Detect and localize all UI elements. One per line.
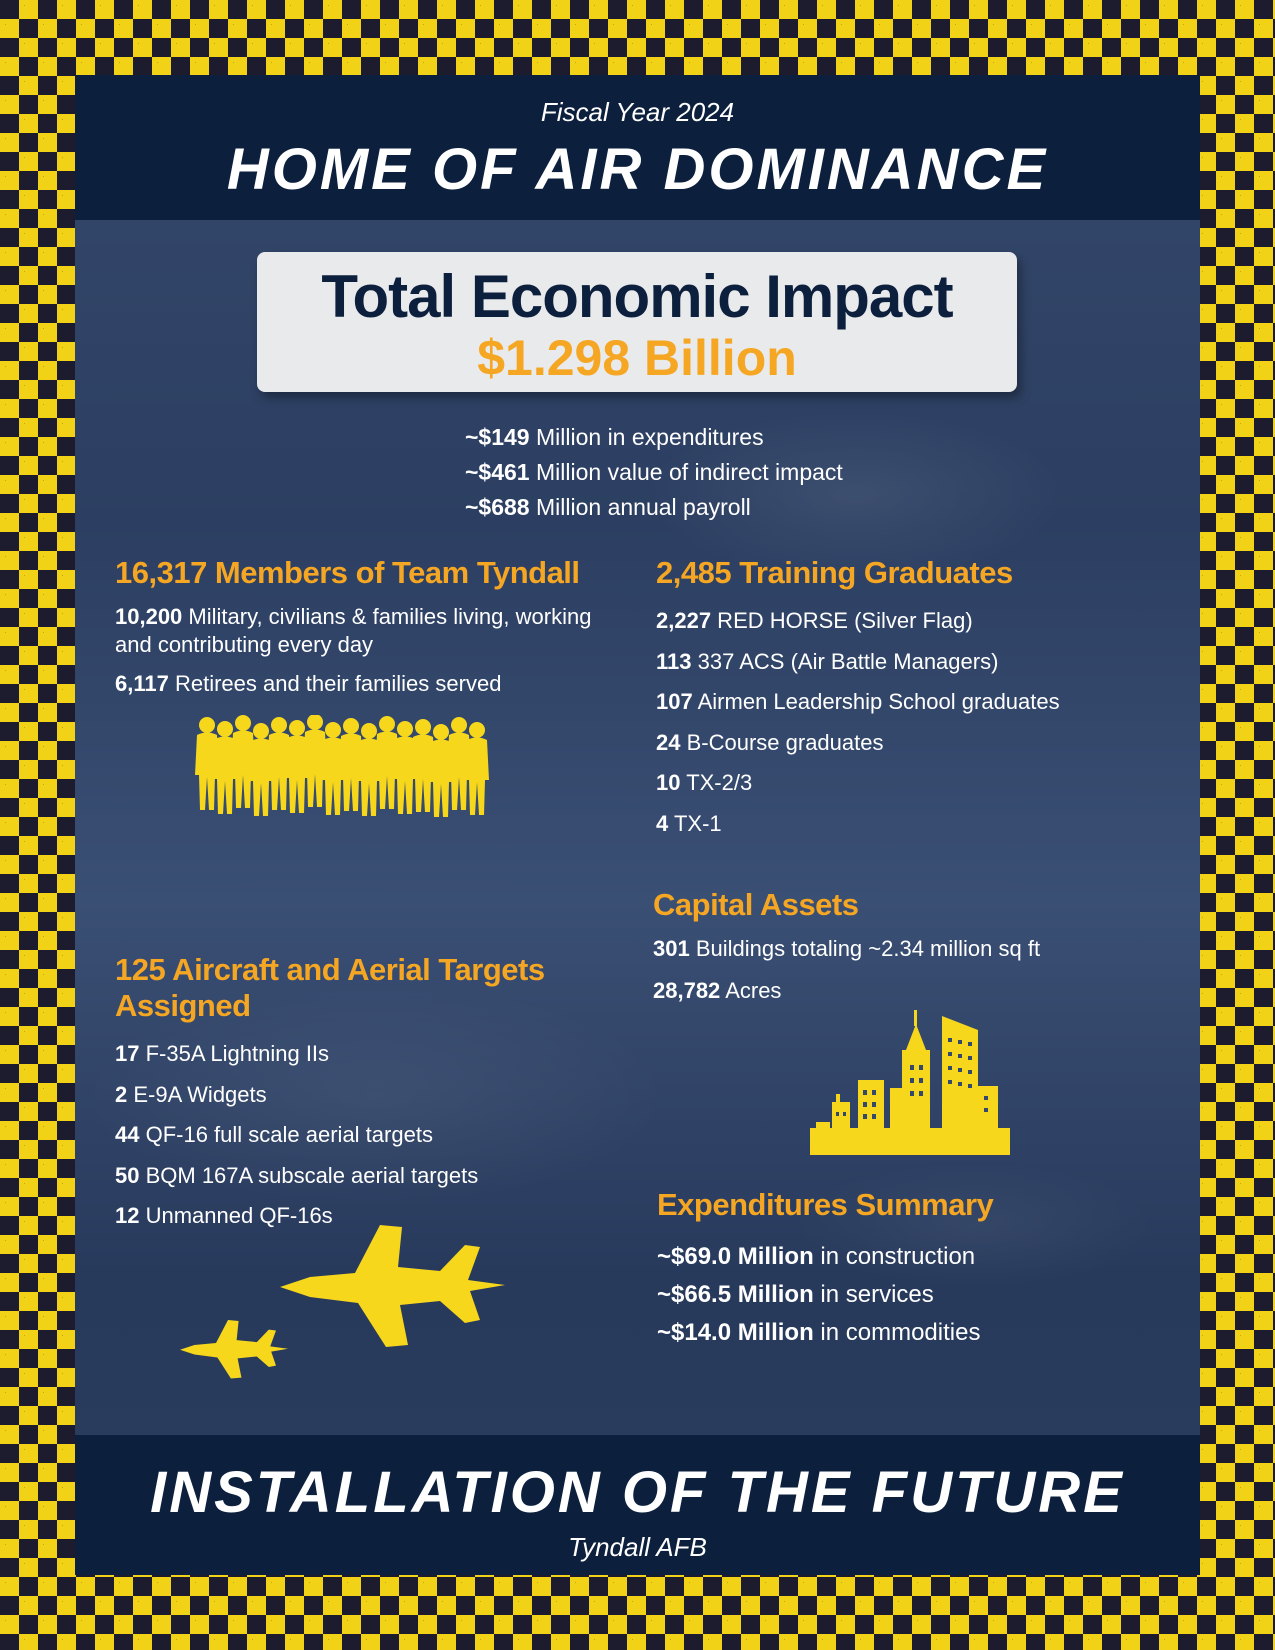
aircraft-count: 2 <box>115 1081 128 1107</box>
impact-text: Million value of indirect impact <box>529 459 843 485</box>
training-item: 24 B-Course graduates <box>656 729 1176 757</box>
aircraft-heading: 125 Aircraft and Aerial Targets Assigned <box>115 952 545 1023</box>
impact-breakdown: ~$149 Million in expenditures ~$461 Mill… <box>465 420 843 525</box>
training-count: 4 <box>656 810 669 836</box>
training-count: 113 <box>656 648 692 674</box>
capital-text: Acres <box>720 978 782 1003</box>
aircraft-item: 50 BQM 167A subscale aerial targets <box>115 1162 655 1190</box>
crowd-silhouette-icon <box>195 715 489 817</box>
training-text: 337 ACS (Air Battle Managers) <box>691 648 999 674</box>
city-skyline-icon <box>810 1010 1010 1155</box>
aircraft-item: 2 E-9A Widgets <box>115 1081 655 1109</box>
footer-band: INSTALLATION OF THE FUTURE Tyndall AFB <box>75 1435 1200 1575</box>
training-item: 107 Airmen Leadership School graduates <box>656 688 1176 716</box>
expenditure-item: ~$66.5 Million in services <box>657 1281 1177 1309</box>
aircraft-count: 44 <box>115 1122 140 1147</box>
page-title: HOME OF AIR DOMINANCE <box>226 137 1049 202</box>
impact-item: ~$149 Million in expenditures <box>465 420 843 455</box>
training-item: 2,227 RED HORSE (Silver Flag) <box>656 607 1176 635</box>
aircraft-count: 17 <box>115 1041 140 1066</box>
expenditure-text: in construction <box>813 1243 976 1270</box>
expenditures-section: Expenditures Summary ~$69.0 Million in c… <box>657 1187 1177 1357</box>
capital-heading: Capital Assets <box>653 887 859 922</box>
training-section: 2,485 Training Graduates 2,227 RED HORSE… <box>656 555 1176 850</box>
fighter-jet-icon <box>280 1225 505 1347</box>
members-count: 10,200 <box>115 604 183 629</box>
training-item: 4 TX-1 <box>656 810 1176 838</box>
impact-title: Total Economic Impact <box>321 263 953 330</box>
aircraft-text: Unmanned QF-16s <box>139 1203 333 1228</box>
aircraft-text: E-9A Widgets <box>127 1081 267 1107</box>
footer-subtitle: Tyndall AFB <box>568 1532 707 1562</box>
capital-count: 301 <box>653 936 690 961</box>
expenditure-amount: ~$69.0 Million <box>657 1243 814 1270</box>
impact-item: ~$461 Million value of indirect impact <box>465 455 843 490</box>
training-text: TX-1 <box>668 810 722 836</box>
expenditure-item: ~$69.0 Million in construction <box>657 1243 1177 1271</box>
header-band: Fiscal Year 2024 HOME OF AIR DOMINANCE <box>75 75 1200 220</box>
members-text: Retirees and their families served <box>168 671 502 696</box>
impact-amount: ~$688 <box>465 494 530 520</box>
impact-text: Million in expenditures <box>529 424 764 450</box>
expenditure-item: ~$14.0 Million in commodities <box>657 1319 1177 1347</box>
members-section: 16,317 Members of Team Tyndall 10,200 Mi… <box>115 555 625 709</box>
fighter-jet-icon <box>180 1320 288 1379</box>
aircraft-text: BQM 167A subscale aerial targets <box>139 1162 479 1188</box>
training-text: TX-2/3 <box>680 770 753 795</box>
aircraft-item: 12 Unmanned QF-16s <box>115 1202 655 1230</box>
training-heading: 2,485 Training Graduates <box>656 555 1013 590</box>
members-text: Military, civilians & families living, w… <box>115 604 592 657</box>
training-count: 24 <box>656 729 681 755</box>
impact-amount: ~$461 <box>465 459 530 485</box>
capital-section: Capital Assets 301 Buildings totaling ~2… <box>653 887 1173 1019</box>
expenditures-heading: Expenditures Summary <box>657 1187 994 1222</box>
training-count: 10 <box>656 770 681 795</box>
footer-title: INSTALLATION OF THE FUTURE <box>150 1460 1125 1525</box>
expenditure-amount: ~$14.0 Million <box>657 1319 814 1346</box>
members-heading: 16,317 Members of Team Tyndall <box>115 555 580 590</box>
aircraft-text: F-35A Lightning IIs <box>139 1041 330 1066</box>
impact-text: Million annual payroll <box>529 494 751 520</box>
aircraft-item: 17 F-35A Lightning IIs <box>115 1040 655 1068</box>
expenditure-amount: ~$66.5 Million <box>657 1281 814 1308</box>
members-item: 6,117 Retirees and their families served <box>115 670 625 698</box>
impact-amount: ~$149 <box>465 424 530 450</box>
fiscal-year-label: Fiscal Year 2024 <box>540 97 735 127</box>
training-count: 2,227 <box>656 608 712 633</box>
aircraft-count: 12 <box>115 1203 140 1228</box>
training-text: B-Course graduates <box>680 729 884 755</box>
total-impact-card: Total Economic Impact $1.298 Billion <box>257 252 1017 392</box>
members-item: 10,200 Military, civilians & families li… <box>115 603 625 659</box>
impact-value: $1.298 Billion <box>477 330 797 386</box>
impact-item: ~$688 Million annual payroll <box>465 490 843 525</box>
aircraft-item: 44 QF-16 full scale aerial targets <box>115 1121 655 1149</box>
training-item: 10 TX-2/3 <box>656 769 1176 797</box>
capital-count: 28,782 <box>653 978 721 1003</box>
members-count: 6,117 <box>115 671 169 696</box>
training-text: RED HORSE (Silver Flag) <box>711 608 973 633</box>
aircraft-section: 125 Aircraft and Aerial Targets Assigned… <box>115 952 655 1243</box>
capital-text: Buildings totaling ~2.34 million sq ft <box>689 936 1041 961</box>
expenditure-text: in commodities <box>813 1319 981 1346</box>
capital-item: 301 Buildings totaling ~2.34 million sq … <box>653 935 1173 963</box>
aircraft-text: QF-16 full scale aerial targets <box>139 1122 433 1147</box>
training-count: 107 <box>656 689 693 714</box>
expenditure-text: in services <box>813 1281 934 1308</box>
capital-item: 28,782 Acres <box>653 977 1173 1005</box>
infographic-panel: Fiscal Year 2024 HOME OF AIR DOMINANCE T… <box>75 75 1200 1575</box>
training-text: Airmen Leadership School graduates <box>692 689 1060 714</box>
training-item: 113 337 ACS (Air Battle Managers) <box>656 648 1176 676</box>
aircraft-count: 50 <box>115 1162 140 1188</box>
